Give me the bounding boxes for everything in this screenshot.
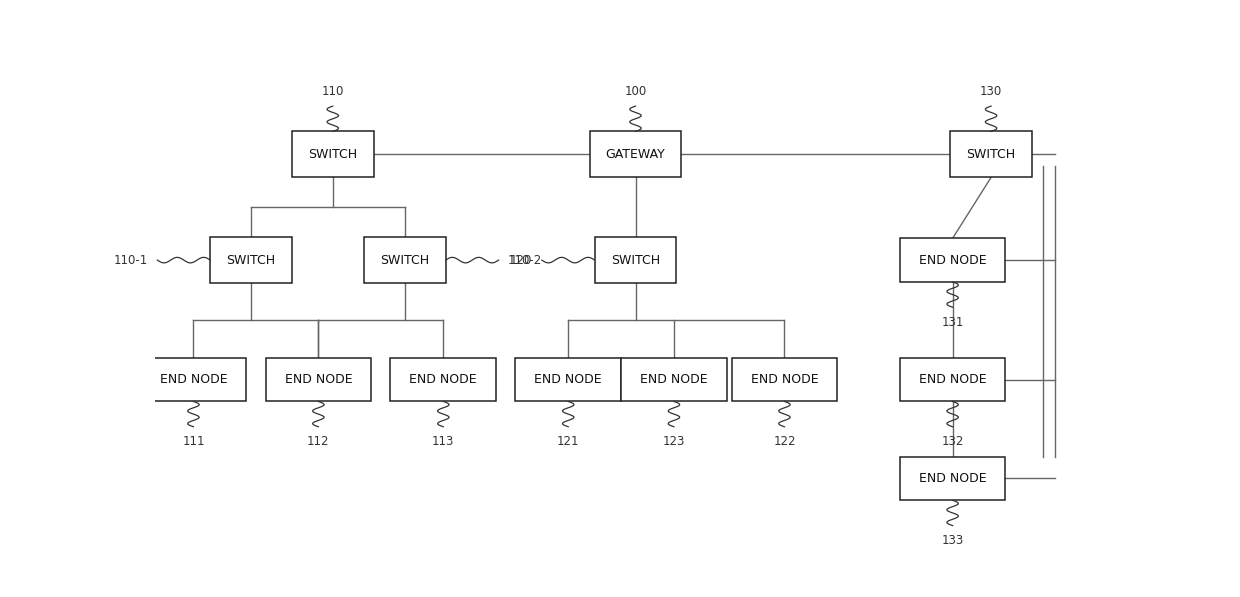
FancyBboxPatch shape xyxy=(391,358,496,401)
FancyBboxPatch shape xyxy=(900,238,1006,282)
Text: 110-1: 110-1 xyxy=(114,254,148,267)
Text: END NODE: END NODE xyxy=(160,373,227,386)
Text: END NODE: END NODE xyxy=(919,373,987,386)
Text: 111: 111 xyxy=(182,435,205,448)
FancyBboxPatch shape xyxy=(211,237,291,283)
Text: SWITCH: SWITCH xyxy=(611,254,660,267)
Text: 131: 131 xyxy=(941,315,963,328)
Text: SWITCH: SWITCH xyxy=(966,148,1016,161)
Text: END NODE: END NODE xyxy=(534,373,603,386)
FancyBboxPatch shape xyxy=(590,131,681,177)
Text: 112: 112 xyxy=(308,435,330,448)
Text: 110: 110 xyxy=(321,85,343,98)
Text: END NODE: END NODE xyxy=(284,373,352,386)
FancyBboxPatch shape xyxy=(140,358,247,401)
Text: END NODE: END NODE xyxy=(640,373,708,386)
Text: SWITCH: SWITCH xyxy=(309,148,357,161)
FancyBboxPatch shape xyxy=(365,237,445,283)
FancyBboxPatch shape xyxy=(950,131,1032,177)
Text: 120: 120 xyxy=(510,254,532,267)
FancyBboxPatch shape xyxy=(732,358,837,401)
Text: 122: 122 xyxy=(774,435,796,448)
FancyBboxPatch shape xyxy=(900,457,1006,500)
Text: GATEWAY: GATEWAY xyxy=(605,148,666,161)
FancyBboxPatch shape xyxy=(265,358,371,401)
FancyBboxPatch shape xyxy=(291,131,373,177)
Text: END NODE: END NODE xyxy=(919,472,987,485)
Text: SWITCH: SWITCH xyxy=(381,254,429,267)
Text: SWITCH: SWITCH xyxy=(227,254,275,267)
Text: 133: 133 xyxy=(941,534,963,547)
Text: 113: 113 xyxy=(432,435,455,448)
Text: 130: 130 xyxy=(980,85,1002,98)
FancyBboxPatch shape xyxy=(621,358,727,401)
FancyBboxPatch shape xyxy=(516,358,621,401)
FancyBboxPatch shape xyxy=(900,358,1006,401)
Text: END NODE: END NODE xyxy=(919,254,987,267)
Text: 123: 123 xyxy=(662,435,686,448)
Text: 121: 121 xyxy=(557,435,579,448)
Text: 110-2: 110-2 xyxy=(508,254,542,267)
Text: 100: 100 xyxy=(625,85,646,98)
Text: 132: 132 xyxy=(941,435,963,448)
Text: END NODE: END NODE xyxy=(409,373,477,386)
Text: END NODE: END NODE xyxy=(750,373,818,386)
FancyBboxPatch shape xyxy=(595,237,676,283)
